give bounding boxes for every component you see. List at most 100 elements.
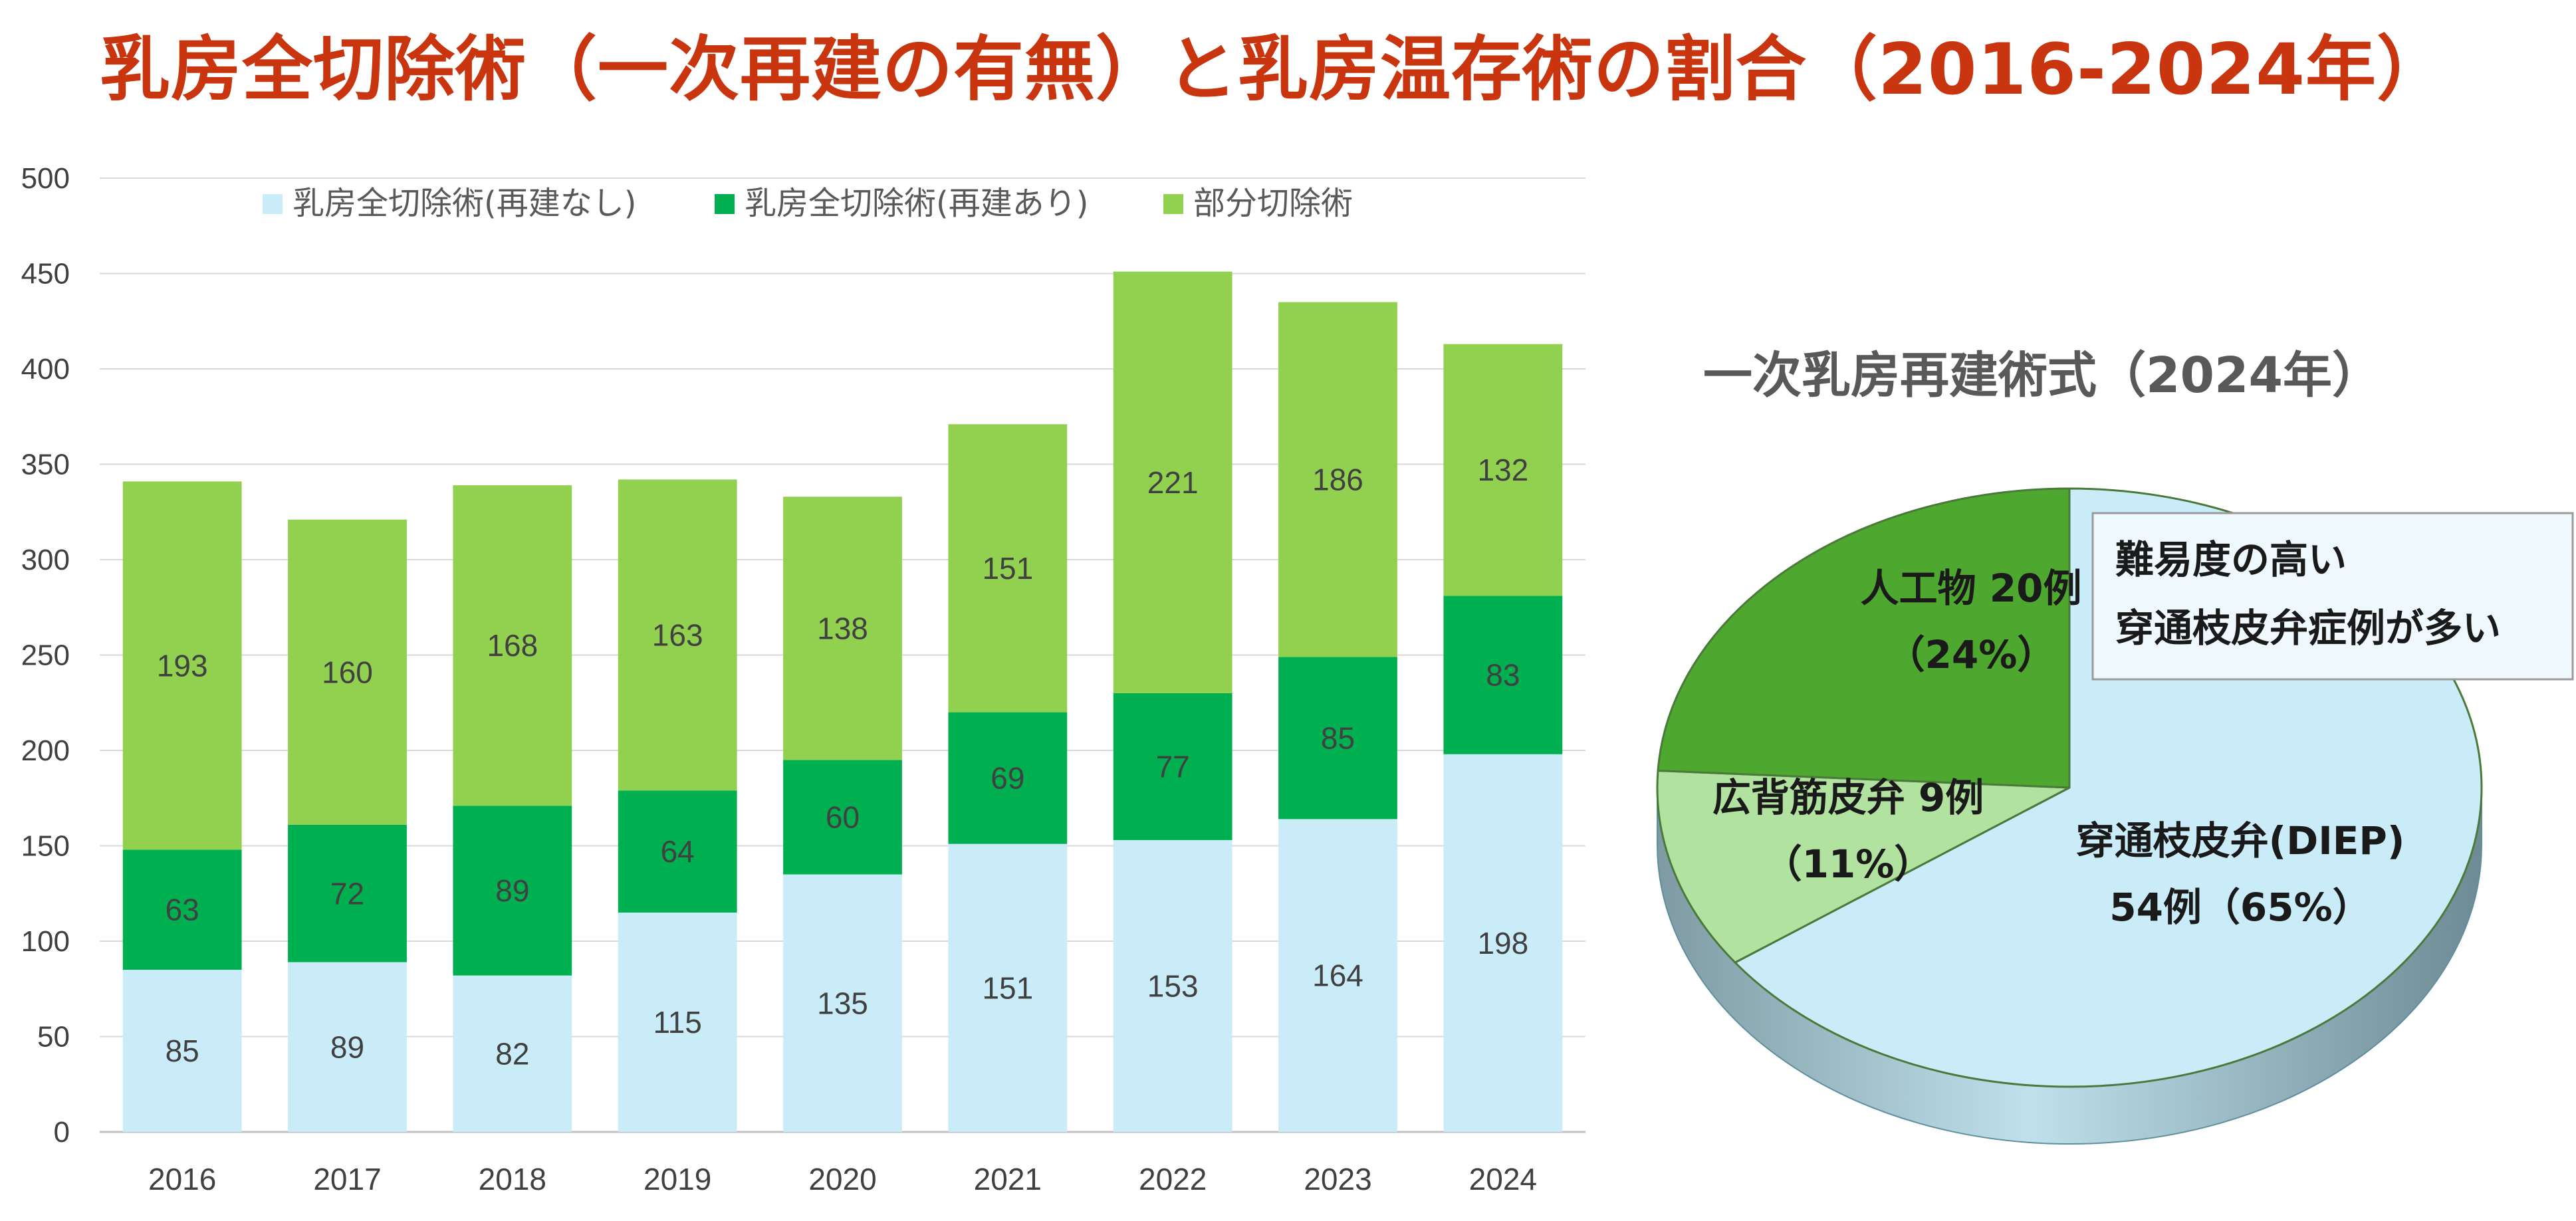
data-label: 63 — [166, 893, 199, 927]
bar-segment — [1278, 819, 1397, 1132]
bar-segment — [288, 519, 407, 825]
bar-segment — [948, 424, 1068, 713]
bar-x-axis: 2016 2017 2018 2019 2020 2021 2022 2023 2024 — [148, 1162, 1537, 1196]
pie-label-ld-line2: （11%） — [1764, 841, 1933, 887]
data-label: 83 — [1486, 658, 1520, 693]
bar-segment — [453, 806, 572, 976]
y-tick-label: 200 — [21, 734, 70, 767]
bar-segment — [453, 975, 572, 1132]
x-tick-label: 2018 — [479, 1162, 546, 1196]
data-label: 72 — [330, 876, 364, 911]
page-title: 乳房全切除術（一次再建の有無）と乳房温存術の割合（2016-2024年） — [100, 29, 2448, 110]
bar-segment — [618, 912, 737, 1132]
pie-chart: 一次乳房再建術式（2024年） 穿通枝皮弁(DIEP) 54例（65%） 広背筋皮弁… — [1656, 347, 2574, 1145]
bar-segment — [122, 970, 242, 1132]
pie-label-diep-line1: 穿通枝皮弁(DIEP) — [2076, 818, 2405, 863]
pie-slice-implant — [1657, 487, 2071, 789]
y-tick-label: 250 — [21, 639, 70, 672]
data-label: 151 — [982, 970, 1033, 1005]
x-tick-label: 2016 — [148, 1162, 216, 1196]
x-tick-label: 2021 — [974, 1162, 1042, 1196]
x-tick-label: 2024 — [1469, 1162, 1537, 1196]
data-label: 89 — [330, 1030, 364, 1064]
bar-segment — [453, 485, 572, 806]
bar-segment — [1113, 693, 1232, 840]
data-label: 132 — [1477, 453, 1528, 487]
data-label: 85 — [1321, 721, 1355, 755]
annotation-line-2: 穿通枝皮弁症例が多い — [2115, 606, 2501, 651]
pie-label-implant-line2: （24%） — [1887, 632, 2056, 677]
bar-segment — [783, 760, 902, 875]
bar-segment — [783, 874, 902, 1132]
legend-swatch — [263, 194, 283, 214]
pie-label-implant-line1: 人工物 20例 — [1861, 566, 2082, 611]
data-label: 85 — [166, 1034, 199, 1068]
pie-label-ld-line1: 広背筋皮弁 9例 — [1712, 775, 1984, 820]
bar-segment — [1113, 271, 1232, 693]
pie-slice-ld — [1656, 769, 2071, 964]
data-label: 151 — [982, 551, 1033, 586]
bar-segment — [288, 824, 407, 962]
y-tick-label: 350 — [21, 449, 70, 481]
data-label: 186 — [1312, 462, 1363, 497]
data-label: 89 — [495, 873, 529, 908]
pie-annotation-box: 難易度の高い 穿通枝皮弁症例が多い — [2091, 512, 2574, 681]
pie-label-diep-line2: 54例（65%） — [2109, 885, 2371, 930]
y-tick-label: 100 — [21, 925, 70, 958]
data-label: 77 — [1156, 749, 1190, 784]
bar-segment — [1278, 657, 1397, 820]
data-label: 198 — [1477, 926, 1528, 960]
y-tick-label: 500 — [21, 162, 70, 195]
legend-label: 部分切除術 — [1193, 185, 1353, 222]
bar-segment — [1443, 596, 1563, 754]
y-tick-label: 0 — [54, 1116, 70, 1149]
pie-title: 一次乳房再建術式（2024年） — [1703, 347, 2381, 404]
annotation-box-background — [2091, 512, 2574, 681]
bar-segment — [288, 962, 407, 1132]
legend-label: 乳房全切除術(再建なし) — [293, 185, 636, 222]
bar-segment — [1113, 839, 1232, 1132]
pie-body: 穿通枝皮弁(DIEP) 54例（65%） 広背筋皮弁 9例 （11%） 人工物 20例 （… — [1656, 487, 2483, 1145]
x-tick-label: 2022 — [1139, 1162, 1207, 1196]
x-tick-label: 2019 — [644, 1162, 711, 1196]
y-tick-label: 400 — [21, 353, 70, 386]
data-label: 163 — [652, 617, 703, 652]
y-tick-label: 50 — [37, 1021, 70, 1054]
x-tick-label: 2020 — [808, 1162, 876, 1196]
bar-y-axis: 0 50 100 150 200 250 300 350 400 450 500 — [21, 162, 70, 1149]
data-label: 69 — [991, 761, 1024, 796]
data-label: 60 — [826, 800, 860, 834]
bar-segment — [122, 849, 242, 970]
data-label: 82 — [495, 1036, 529, 1071]
y-tick-label: 150 — [21, 830, 70, 863]
stacked-bar-chart: 0 50 100 150 200 250 300 350 400 450 500 85 63 193 89… — [21, 162, 1585, 1196]
bar-segment — [618, 479, 737, 791]
data-label: 160 — [322, 655, 373, 689]
bar-segment — [948, 843, 1068, 1132]
legend-label: 乳房全切除術(再建あり) — [745, 185, 1088, 222]
data-label: 221 — [1147, 465, 1199, 500]
bar-segment — [1443, 754, 1563, 1132]
data-label: 135 — [817, 986, 868, 1020]
data-label: 164 — [1312, 958, 1363, 993]
bar-series: 85 63 193 89 72 160 82 89 168 115 64 163 135 60 138 151… — [122, 271, 1563, 1132]
annotation-line-1: 難易度の高い — [2115, 537, 2347, 582]
legend-swatch — [715, 194, 735, 214]
data-label: 153 — [1147, 968, 1199, 1003]
data-label: 193 — [157, 648, 208, 683]
bar-legend: 乳房全切除術(再建なし) 乳房全切除術(再建あり) 部分切除術 — [263, 185, 1353, 222]
x-tick-label: 2023 — [1304, 1162, 1371, 1196]
bar-segment — [1443, 344, 1563, 596]
data-label: 168 — [487, 628, 538, 663]
legend-swatch — [1163, 194, 1183, 214]
y-tick-label: 450 — [21, 258, 70, 290]
bar-segment — [122, 481, 242, 850]
data-label: 138 — [817, 611, 868, 645]
x-tick-label: 2017 — [313, 1162, 381, 1196]
bar-segment — [783, 497, 902, 760]
bar-segment — [618, 790, 737, 913]
data-label: 115 — [653, 1005, 701, 1040]
data-label: 64 — [661, 834, 695, 869]
bar-segment — [1278, 302, 1397, 657]
